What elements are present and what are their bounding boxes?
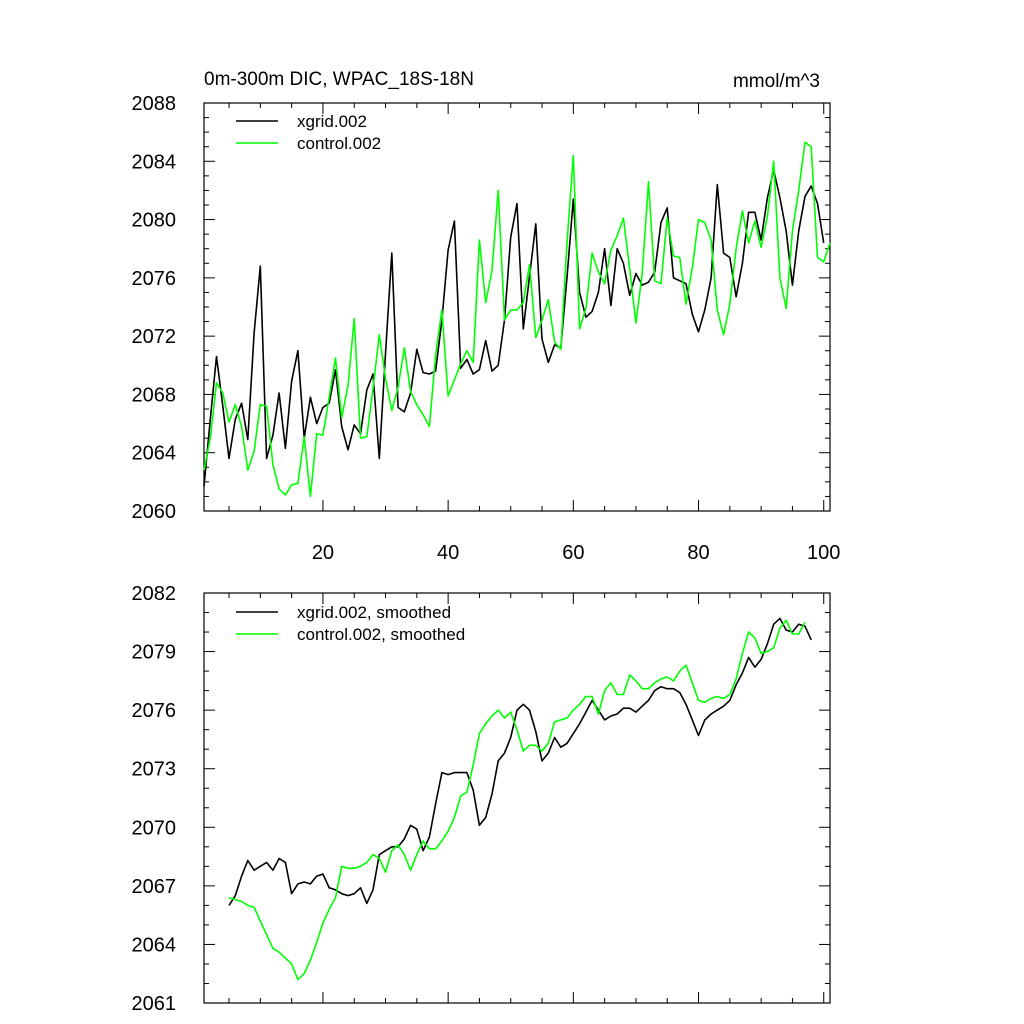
chart-title: 0m-300m DIC, WPAC_18S-18N [204, 69, 474, 90]
legend-label: xgrid.002, smoothed [297, 603, 451, 622]
x-tick-label: 40 [437, 542, 459, 564]
y-tick-label: 2079 [132, 642, 177, 664]
y-tick-label: 2061 [132, 993, 177, 1015]
units-label: mmol/m^3 [733, 71, 820, 92]
y-tick-label: 2082 [132, 583, 177, 605]
y-tick-label: 2070 [132, 817, 177, 839]
series-line-control [228, 619, 806, 981]
x-tick-label: 100 [807, 542, 840, 564]
legend-label: control.002, smoothed [297, 625, 465, 644]
y-tick-label: 2067 [132, 876, 177, 898]
legend-label: control.002 [297, 134, 381, 153]
series-line-control [203, 141, 831, 498]
y-tick-label: 2060 [132, 501, 177, 523]
y-tick-label: 2064 [132, 934, 177, 956]
plot-frame [203, 102, 831, 512]
series-line-xgrid [228, 617, 812, 906]
x-tick-label: 20 [312, 542, 334, 564]
y-tick-label: 2076 [132, 700, 177, 722]
bottom-panel: 2061 2064 2067 2070 2073 2076 2079 2082 xgrid.00… [132, 583, 831, 1015]
x-tick-label: 80 [687, 542, 709, 564]
y-tick-label: 2072 [132, 326, 177, 348]
plot-frame [203, 592, 831, 1004]
y-tick-label: 2073 [132, 759, 177, 781]
top-panel: 0m-300m DIC, WPAC_18S-18N mmol/m^3 20602… [132, 69, 841, 564]
y-tick-label: 2084 [132, 151, 177, 173]
y-tick-label: 2076 [132, 268, 177, 290]
series-line-xgrid [203, 169, 825, 487]
legend-label: xgrid.002 [297, 112, 367, 131]
y-tick-label: 2068 [132, 384, 177, 406]
y-tick-label: 2088 [132, 93, 177, 115]
x-tick-label: 60 [562, 542, 584, 564]
y-tick-label: 2064 [132, 443, 177, 465]
y-tick-label: 2080 [132, 210, 177, 232]
